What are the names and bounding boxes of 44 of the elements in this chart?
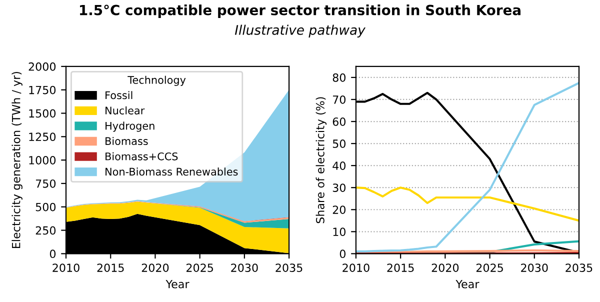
y-tick-label: 500 (36, 202, 56, 212)
x-tick-label: 2020 (432, 264, 459, 272)
y-tick-label: 50 (332, 140, 346, 148)
y-tick-label: 2000 (28, 62, 56, 71)
legend-label: Hydrogen (106, 122, 154, 132)
legend-label: Nuclear (106, 106, 145, 114)
x-tick-label: 2025 (476, 264, 503, 272)
y-tick-label: 1500 (29, 109, 56, 118)
x-tick-label: 2010 (52, 264, 80, 272)
y-tick-label: 0 (340, 250, 346, 258)
y-tick-label: 60 (332, 117, 346, 126)
legend-label: Non-Biomass Renewables (106, 168, 238, 176)
x-axis-title: Year (456, 280, 480, 288)
y-tick-label: 10 (333, 228, 346, 236)
chart-subtitle: Illustrative pathway (234, 24, 366, 38)
y-tick-label: 40 (332, 162, 346, 170)
x-tick-label: 2030 (231, 264, 258, 272)
x-tick-label: 2020 (142, 264, 169, 272)
y-tick-label: 1750 (29, 86, 56, 94)
y-tick-label: 1000 (29, 156, 56, 164)
x-tick-label: 2015 (97, 264, 124, 272)
y-tick-label: 250 (36, 226, 56, 235)
x-tick-label: 2010 (342, 264, 370, 272)
legend-label: Biomass+CCS (106, 152, 178, 160)
y-tick-label: 30 (332, 184, 346, 192)
y-axis-title: Share of electricity (%) (316, 97, 327, 224)
x-axis-title: Year (166, 280, 190, 288)
x-tick-label: 2035 (276, 264, 302, 272)
legend-title: Technology (128, 76, 186, 86)
y-tick-label: 20 (332, 206, 346, 214)
y-axis-title: Electricity generation (TWh / yr) (12, 72, 22, 248)
chart-title: 1.5°C compatible power sector transition in South Korea (80, 4, 520, 18)
legend-label: Biomass (106, 136, 148, 146)
x-tick-label: 2035 (566, 264, 592, 272)
y-tick-label: 750 (36, 179, 56, 188)
legend-label: Fossil (106, 91, 132, 100)
x-tick-label: 2015 (387, 264, 414, 272)
y-tick-label: 1250 (29, 132, 56, 142)
y-tick-label: 0 (50, 250, 56, 258)
x-tick-label: 2025 (186, 264, 213, 272)
y-tick-label: 80 (332, 73, 346, 82)
x-tick-label: 2030 (521, 264, 548, 272)
y-tick-label: 70 (333, 95, 346, 104)
line-series (356, 186, 579, 222)
